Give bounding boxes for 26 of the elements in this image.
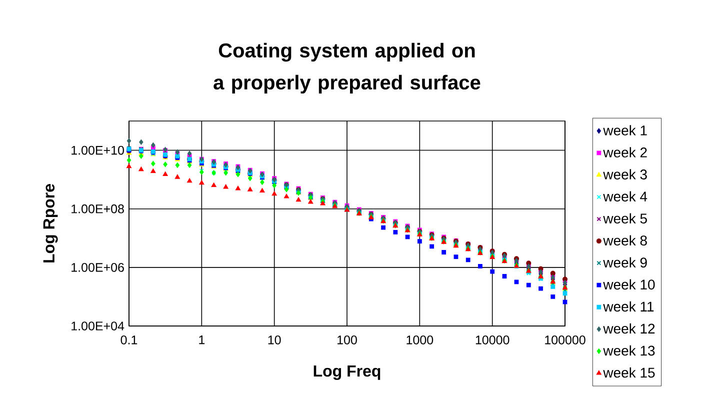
x-tick-label: 10000 [476, 336, 510, 344]
y-tick-label: 1.00E+10 [72, 146, 124, 155]
legend-label: week 11 [603, 301, 654, 312]
x-tick-label: 0.1 [120, 336, 138, 344]
y-tick-label: 1.00E+04 [72, 322, 124, 330]
x-tick-label: 100 [338, 336, 357, 344]
legend-label: week 13 [603, 345, 655, 356]
x-axis-title: Log Freq [314, 366, 380, 380]
y-tick-label: 1.00E+08 [72, 204, 124, 214]
legend-label: week 8 [603, 235, 647, 246]
legend-label: week 15 [603, 367, 655, 378]
y-tick-label: 1.00E+06 [72, 262, 124, 272]
legend-label: week 4 [603, 191, 648, 202]
legend-label: week 3 [603, 169, 647, 180]
x-tick-label: 100000 [545, 336, 586, 344]
legend-label: week 5 [603, 213, 647, 224]
legend-label: week 12 [603, 323, 655, 334]
legend-label: week 10 [603, 279, 655, 290]
y-axis-title: Log Rpore [43, 184, 58, 262]
legend-label: week 9 [603, 257, 647, 268]
legend-label: week 2 [603, 147, 647, 158]
chart-title: Coating system applied on a properly prepared surface [214, 42, 480, 94]
legend-label: week 1 [603, 125, 647, 136]
x-tick-label: 1 [199, 336, 205, 344]
x-tick-label: 1000 [406, 336, 434, 344]
x-tick-label: 10 [268, 336, 281, 344]
